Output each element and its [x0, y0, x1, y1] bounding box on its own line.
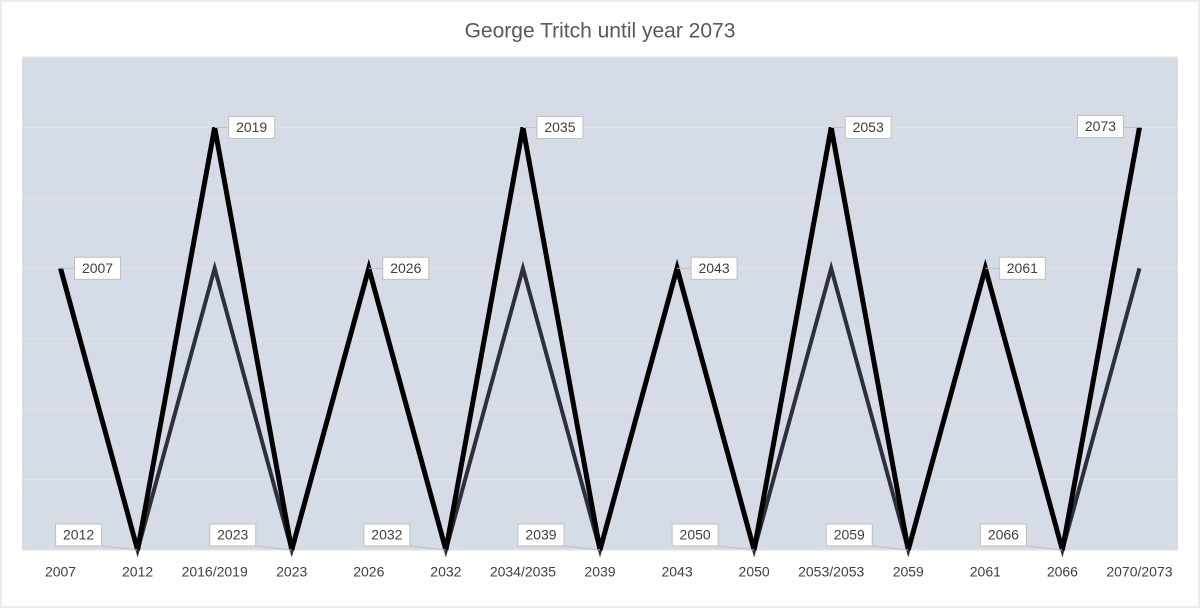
label-box — [382, 256, 430, 280]
label-box — [363, 523, 411, 547]
data-label: 2039 — [525, 527, 556, 543]
x-tick-label: 2034/2035 — [490, 564, 556, 580]
data-label: 2019 — [236, 119, 267, 135]
x-tick-label: 2023 — [276, 564, 307, 580]
data-label: 2035 — [544, 119, 575, 135]
label-pointer — [1026, 545, 1063, 551]
x-tick-label: 2053/2053 — [798, 564, 864, 580]
x-tick-label: 2070/2073 — [1106, 564, 1172, 580]
label-box — [55, 523, 103, 547]
label-pointer — [563, 545, 601, 551]
x-tick-label: 2050 — [739, 564, 770, 580]
label-pointer — [718, 545, 755, 551]
data-label: 2061 — [1007, 260, 1038, 276]
label-box — [979, 523, 1027, 547]
label-box — [209, 523, 257, 547]
label-box — [517, 523, 565, 547]
data-label: 2059 — [834, 527, 865, 543]
x-tick-label: 2016/2019 — [182, 564, 248, 580]
label-pointer — [101, 545, 138, 551]
x-tick-label: 2026 — [353, 564, 384, 580]
data-label: 2050 — [680, 527, 711, 543]
x-tick-label: 2012 — [122, 564, 153, 580]
data-label: 2073 — [1085, 118, 1116, 134]
x-tick-label: 2066 — [1047, 564, 1078, 580]
data-label: 2053 — [853, 119, 884, 135]
x-tick-label: 2061 — [970, 564, 1001, 580]
data-label: 2023 — [217, 527, 248, 543]
label-box — [998, 256, 1046, 280]
label-box — [671, 523, 719, 547]
label-pointer — [409, 545, 446, 551]
data-label: 2026 — [390, 260, 421, 276]
data-label: 2012 — [63, 527, 94, 543]
x-tick-label: 2059 — [893, 564, 924, 580]
label-box — [228, 115, 276, 139]
x-tick-label: 2043 — [661, 564, 692, 580]
chart-title: George Tritch until year 2073 — [465, 20, 736, 43]
label-box — [74, 256, 122, 280]
label-box — [825, 523, 873, 547]
label-pointer — [872, 545, 909, 551]
x-tick-label: 2032 — [430, 564, 461, 580]
x-tick-label: 2039 — [584, 564, 615, 580]
data-label: 2032 — [371, 527, 402, 543]
label-box — [690, 256, 738, 280]
data-label: 2043 — [698, 260, 729, 276]
label-box — [844, 115, 892, 139]
data-label: 2007 — [82, 260, 113, 276]
label-box — [536, 115, 584, 139]
data-label: 2066 — [988, 527, 1019, 543]
label-box — [1076, 114, 1124, 138]
x-tick-label: 2007 — [45, 564, 76, 580]
plot-area — [22, 57, 1178, 550]
label-pointer — [255, 545, 292, 551]
